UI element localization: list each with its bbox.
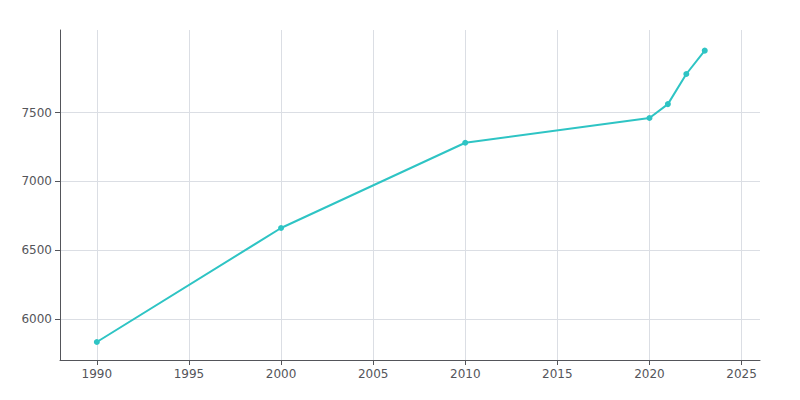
svg-text:7000: 7000: [21, 174, 52, 188]
svg-text:6000: 6000: [21, 312, 52, 326]
svg-text:2010: 2010: [450, 367, 481, 381]
svg-text:6500: 6500: [21, 243, 52, 257]
svg-text:2000: 2000: [266, 367, 297, 381]
svg-text:2020: 2020: [634, 367, 665, 381]
svg-text:2025: 2025: [726, 367, 757, 381]
svg-text:7500: 7500: [21, 106, 52, 120]
svg-text:2015: 2015: [542, 367, 573, 381]
svg-text:2005: 2005: [358, 367, 389, 381]
svg-text:1995: 1995: [174, 367, 205, 381]
svg-text:1990: 1990: [82, 367, 113, 381]
